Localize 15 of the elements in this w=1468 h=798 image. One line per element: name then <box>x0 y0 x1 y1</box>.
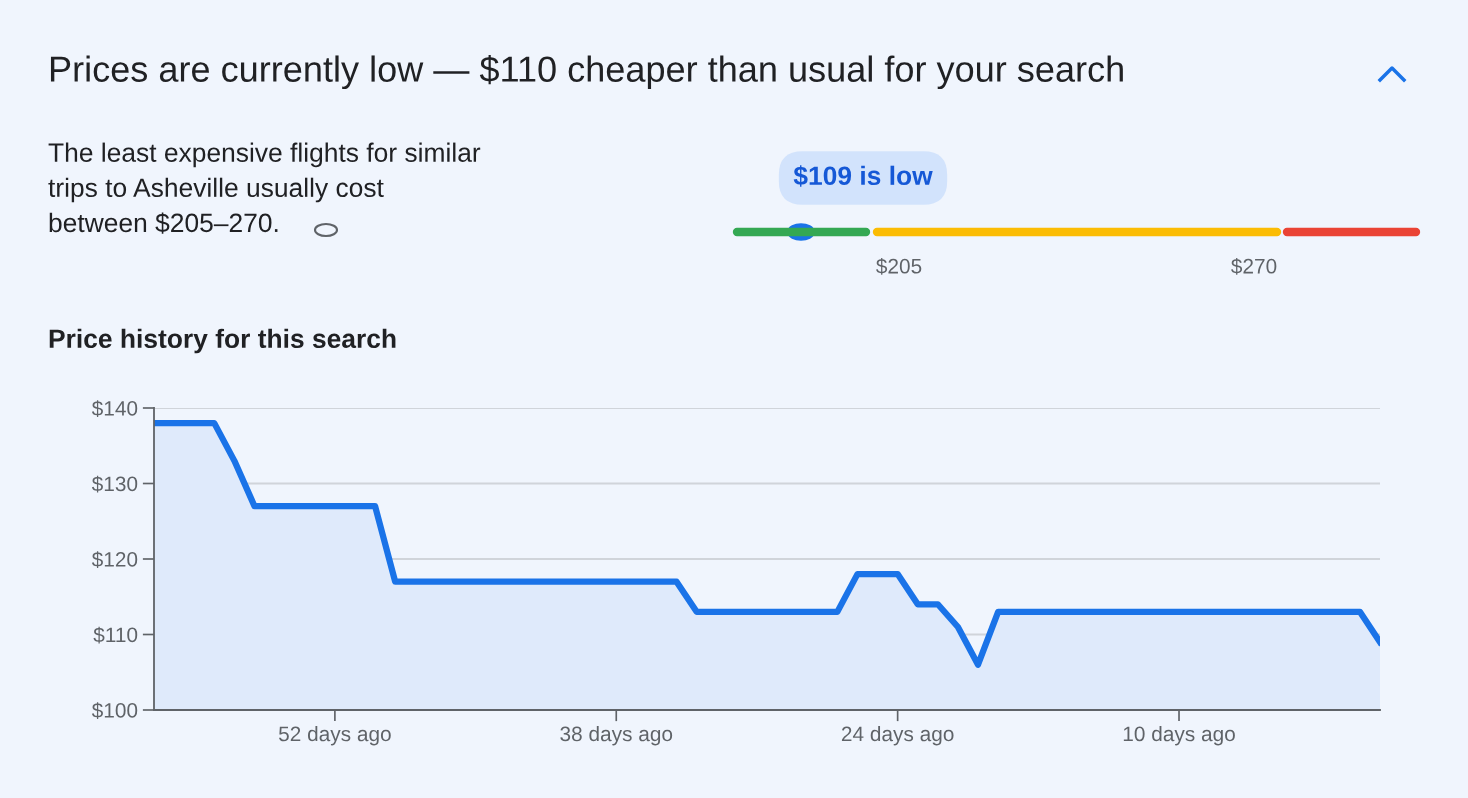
text: Prices are currently low — $110 cheaper than usual for your search <box>50 54 1123 90</box>
chart-title: Price history for this search <box>49 328 396 354</box>
y-tick-label: $140 <box>91 400 138 417</box>
y-tick-label: $120 <box>91 551 138 568</box>
y-tick-label: $100 <box>91 702 138 719</box>
x-tick-label: 24 days ago <box>841 725 954 746</box>
y-tick-label: $130 <box>91 475 138 493</box>
text: $205 <box>876 257 922 275</box>
text: The least expensive flights for similar trips to Asheville usually cost between $205–270. <box>48 142 481 234</box>
text: $109 is low <box>793 165 933 187</box>
text: $270 <box>1231 257 1277 275</box>
x-tick-label: 52 days ago <box>278 725 391 746</box>
x-tick-label: 38 days ago <box>560 725 673 746</box>
x-tick-label: 10 days ago <box>1123 725 1235 746</box>
y-tick-label: $110 <box>93 626 138 644</box>
